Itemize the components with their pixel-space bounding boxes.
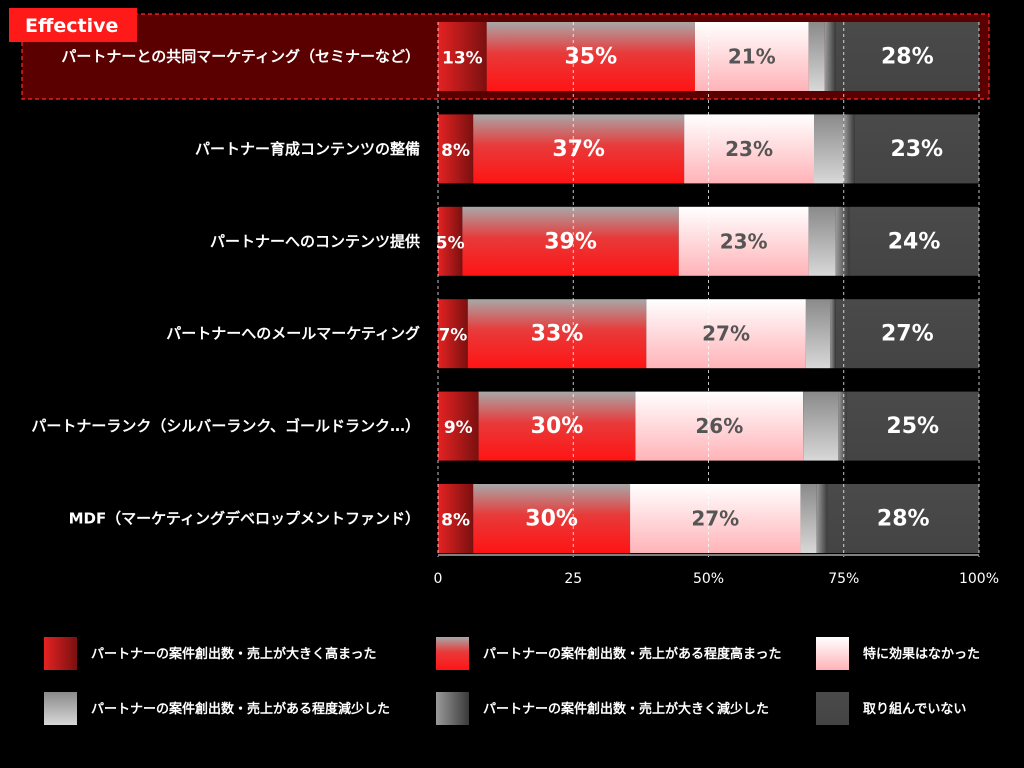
bar-segment	[854, 114, 979, 184]
data-label: 27%	[881, 322, 934, 347]
bar-segment	[813, 114, 844, 184]
legend-label: パートナーの案件創出数・売上がある程度高まった	[483, 646, 781, 662]
x-tick-label: 75%	[828, 571, 859, 587]
bar-segment	[478, 391, 636, 461]
category-label: パートナーへのメールマーケティング	[166, 325, 420, 343]
legend-label: 取り組んでいない	[863, 701, 966, 717]
data-label: 35%	[564, 45, 617, 70]
data-label: 23%	[720, 229, 768, 253]
data-label: 33%	[531, 322, 584, 347]
x-tick-label: 0	[434, 571, 443, 587]
bar-segment	[805, 299, 831, 369]
legend-label: 特に効果はなかった	[863, 646, 980, 662]
legend-swatch	[436, 637, 469, 670]
bar-segment	[694, 22, 809, 91]
x-tick-label: 25	[564, 571, 582, 587]
bar-segment	[824, 22, 836, 91]
bar-segment	[635, 391, 804, 461]
data-label: 8%	[441, 141, 470, 161]
bar-segment	[830, 299, 836, 369]
x-tick-label: 100%	[959, 571, 999, 587]
bar-segment	[438, 114, 474, 184]
bar-segment	[630, 484, 801, 553]
badge-label: Effective	[25, 15, 118, 37]
category-label: パートナー育成コンテンツの整備	[195, 140, 420, 158]
bar-segment	[808, 22, 825, 91]
category-label: MDF（マーケティングデベロップメントファンド）	[69, 510, 420, 528]
bar-segment	[438, 299, 468, 369]
x-tick-label: 50%	[693, 571, 724, 587]
category-label: パートナーランク（シルバーランク、ゴールドランク…）	[31, 417, 420, 435]
data-label: 30%	[531, 414, 584, 439]
legend-swatch	[816, 692, 849, 725]
data-label: 13%	[442, 49, 483, 69]
category-label: パートナーとの共同マーケティング（セミナーなど）	[61, 48, 420, 66]
data-label: 5%	[436, 233, 465, 253]
data-label: 8%	[441, 511, 470, 531]
bar-segment	[808, 206, 836, 276]
bar-segment	[838, 391, 847, 461]
legend-swatch	[44, 692, 77, 725]
data-label: 30%	[525, 507, 578, 532]
legend-swatch	[816, 637, 849, 670]
bar-segment	[846, 391, 979, 461]
data-label: 28%	[881, 45, 934, 70]
bar-segment	[438, 484, 474, 553]
bar-segment	[800, 484, 817, 553]
bar-segment	[843, 114, 855, 184]
data-label: 27%	[691, 507, 739, 531]
data-label: 25%	[886, 414, 939, 439]
bar-segment	[803, 391, 839, 461]
bar-segment	[467, 299, 647, 369]
data-label: 7%	[438, 326, 467, 346]
bar-segment	[827, 484, 979, 553]
bar-segment	[646, 299, 806, 369]
bar-segment	[462, 206, 679, 276]
bar-segment	[816, 484, 828, 553]
bar-segment	[486, 22, 695, 91]
bar-segment	[678, 206, 809, 276]
bar-segment	[684, 114, 814, 184]
data-label: 26%	[695, 414, 743, 438]
bar-segment	[835, 206, 850, 276]
bar-segment	[835, 22, 979, 91]
legend-label: パートナーの案件創出数・売上が大きく減少した	[483, 701, 769, 717]
data-label: 21%	[728, 45, 776, 69]
data-label: 28%	[877, 507, 930, 532]
data-label: 39%	[544, 229, 597, 254]
bar-segment	[438, 22, 487, 91]
bar-segment	[849, 206, 979, 276]
legend-label: パートナーの案件創出数・売上がある程度減少した	[91, 701, 390, 717]
category-label: パートナーへのコンテンツ提供	[210, 232, 420, 250]
legend-swatch	[44, 637, 77, 670]
legend-label: パートナーの案件創出数・売上が大きく高まった	[91, 646, 376, 662]
data-label: 24%	[888, 229, 941, 254]
bar-segment	[438, 391, 479, 461]
data-label: 27%	[702, 322, 750, 346]
bar-segment	[473, 114, 685, 184]
data-label: 23%	[890, 137, 943, 162]
legend-swatch	[436, 692, 469, 725]
data-label: 9%	[444, 418, 473, 438]
data-label: 23%	[725, 137, 773, 161]
bar-segment	[438, 206, 463, 276]
bar-segment	[473, 484, 631, 553]
data-label: 37%	[552, 137, 605, 162]
badge-background	[9, 8, 137, 42]
bar-segment	[835, 299, 979, 369]
